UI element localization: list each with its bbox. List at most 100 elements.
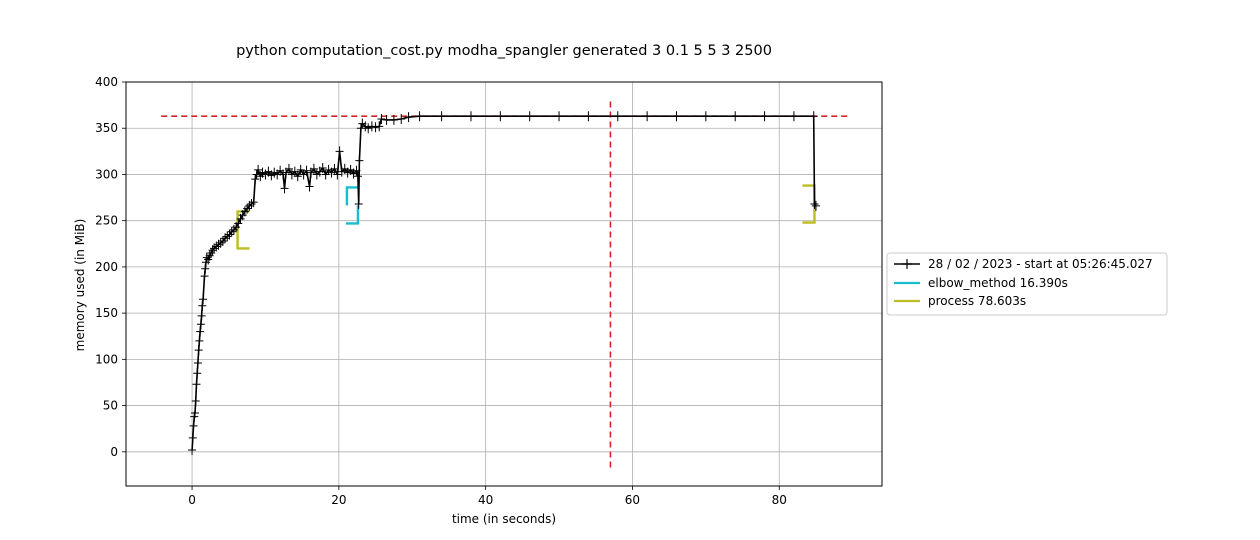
memory-point-44 [252, 169, 261, 180]
memory-point-9 [194, 345, 203, 356]
memory-point-94 [389, 114, 398, 125]
memory-point-97 [415, 111, 424, 122]
memory-point-16 [200, 271, 209, 282]
memory-point-96 [404, 112, 413, 123]
memory-point-95 [397, 113, 406, 124]
memory-point-75 [335, 146, 344, 157]
memory-point-73 [330, 163, 339, 174]
memory-point-45 [254, 164, 263, 175]
x-tick-label-1: 20 [331, 493, 346, 507]
y-tick-label-0: 0 [110, 445, 118, 459]
memory-point-102 [555, 111, 564, 122]
y-tick-label-2: 100 [95, 352, 118, 366]
ticks: 0 20 40 60 80 0 50 100 150 200 250 300 350 400 [95, 75, 787, 507]
bracket-series-2-3 [802, 204, 816, 224]
bracket-series-1-0 [345, 186, 359, 206]
memory-line [191, 115, 817, 450]
memory-point-103 [584, 111, 593, 122]
memory-point-113 [811, 200, 820, 211]
memory-point-105 [643, 111, 652, 122]
memory-point-11 [196, 326, 205, 337]
memory-point-64 [305, 181, 314, 192]
legend: 28 / 02 / 2023 - start at 05:26:45.027 e… [886, 252, 1168, 316]
legend-label-series-1: elbow_method 16.390s [928, 276, 1068, 290]
memory-point-10 [195, 335, 204, 346]
legend-label-series-2: process 78.603s [928, 294, 1026, 308]
y-tick-label-4: 200 [95, 260, 118, 274]
memory-point-7 [193, 368, 202, 379]
x-axis-label: time (in seconds) [452, 512, 556, 526]
memory-point-15 [199, 294, 208, 305]
memory-point-108 [731, 111, 740, 122]
memory-point-109 [760, 111, 769, 122]
memory-point-90 [371, 122, 380, 133]
memory-point-111 [809, 111, 818, 122]
memory-point-84 [355, 155, 364, 166]
memory-point-92 [377, 113, 386, 124]
memory-point-100 [496, 111, 505, 122]
legend-entry-series-0: 28 / 02 / 2023 - start at 05:26:45.027 [894, 257, 1153, 271]
memory-point-17 [201, 263, 210, 274]
memory-point-60 [293, 171, 302, 182]
bracket-series-1-1 [345, 205, 360, 225]
memory-point-14 [198, 300, 207, 311]
memory-point-55 [280, 183, 289, 194]
memory-point-42 [249, 197, 258, 208]
series [188, 111, 820, 455]
y-tick-label-6: 300 [95, 167, 118, 181]
x-tick-label-2: 40 [478, 493, 493, 507]
memory-point-112 [810, 199, 819, 210]
legend-entry-series-2: process 78.603s [894, 294, 1026, 308]
memory-point-66 [309, 163, 318, 174]
x-tick-label-3: 60 [625, 493, 640, 507]
memory-point-106 [672, 111, 681, 122]
memory-point-98 [437, 111, 446, 122]
memory-point-2 [189, 420, 198, 431]
y-axis-label: memory used (in MiB) [73, 219, 87, 352]
legend-label-series-0: 28 / 02 / 2023 - start at 05:26:45.027 [928, 257, 1153, 271]
bracket-series-2-1 [236, 229, 250, 250]
memory-point-63 [302, 165, 311, 176]
memory-point-13 [197, 310, 206, 321]
memory-point-99 [466, 111, 475, 122]
y-tick-label-7: 350 [95, 121, 118, 135]
memory-point-107 [701, 111, 710, 122]
memory-point-93 [382, 114, 391, 125]
memory-point-21 [205, 250, 214, 261]
y-tick-label-1: 50 [103, 399, 118, 413]
grid [126, 81, 882, 486]
memory-point-91 [375, 121, 384, 132]
memory-point-69 [318, 162, 327, 173]
memory-point-8 [193, 358, 202, 369]
legend-box [886, 252, 1168, 316]
y-tick-label-3: 150 [95, 306, 118, 320]
reference-lines [161, 100, 849, 468]
memory-point-81 [352, 165, 361, 176]
chart-title: python computation_cost.py modha_spangle… [236, 43, 772, 59]
memory-point-83 [354, 199, 363, 210]
legend-entry-series-1: elbow_method 16.390s [894, 276, 1068, 290]
y-tick-label-8: 400 [95, 75, 118, 89]
memory-point-6 [192, 379, 201, 390]
memory-point-4 [190, 407, 199, 418]
x-tick-label-4: 80 [772, 493, 787, 507]
legend-marker-series-0 [902, 259, 912, 269]
memory-point-5 [191, 395, 200, 406]
x-tick-label-0: 0 [188, 493, 196, 507]
memory-point-0 [188, 444, 197, 455]
memory-point-89 [367, 121, 376, 132]
memory-point-1 [188, 432, 197, 443]
memory-point-43 [251, 174, 260, 185]
memory-point-12 [196, 319, 205, 330]
bracket-series-2-2 [802, 184, 816, 205]
memory-point-110 [789, 111, 798, 122]
memory-point-74 [333, 169, 342, 180]
memory-point-101 [525, 111, 534, 122]
memory-point-85 [356, 123, 365, 134]
brackets [236, 184, 816, 250]
memory-point-82 [353, 171, 362, 182]
memory-point-88 [364, 123, 373, 134]
memory-point-104 [613, 111, 622, 122]
y-tick-label-5: 250 [95, 214, 118, 228]
